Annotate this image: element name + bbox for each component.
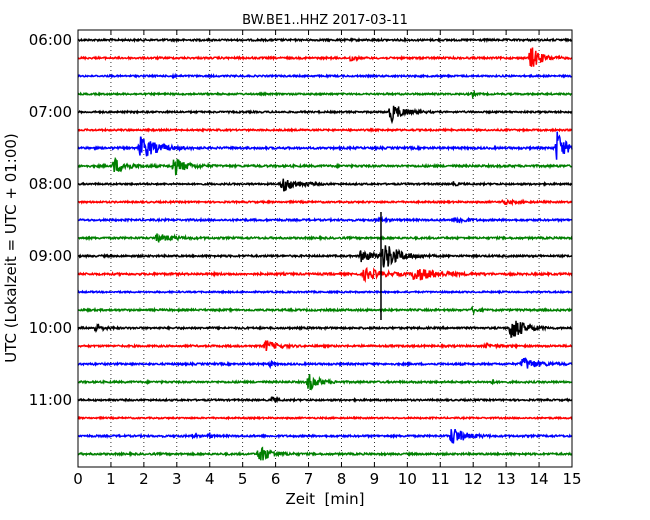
trace-0800 [77,178,573,192]
x-tick-label: 10 [398,470,417,488]
trace-0945 [78,305,573,316]
grid-lines [110,30,540,467]
trace-0815 [77,198,573,207]
x-tick-label: 6 [271,470,281,488]
y-tick-label: 06:00 [29,31,72,49]
trace-1130 [77,429,573,444]
x-tick-label: 0 [73,470,83,488]
x-tick-label: 7 [304,470,314,488]
x-tick-label: 13 [497,470,516,488]
trace-1030 [77,357,573,370]
trace-1000 [77,320,573,339]
x-tick-label: 4 [205,470,215,488]
trace-0930 [77,289,573,295]
y-tick-label: 08:00 [29,175,72,193]
traces-group [77,36,573,461]
plot-frame [77,29,573,468]
trace-1015 [77,340,573,352]
y-tick-label: 09:00 [29,247,72,265]
trace-0830 [77,215,573,225]
y-axis-label: UTC (Lokalzeit = UTC + 01:00) [2,133,20,363]
trace-0700 [77,105,573,125]
x-tick-label: 11 [431,470,450,488]
x-tick-label: 8 [337,470,347,488]
x-tick-label: 5 [238,470,248,488]
y-tick-label: 10:00 [29,319,72,337]
trace-0600 [77,36,573,44]
y-tick-label: 07:00 [29,103,72,121]
x-tick-label: 9 [370,470,380,488]
trace-0900 [77,245,573,268]
x-axis-ticks: 0 1 2 3 4 5 6 7 8 9 10 11 12 13 14 15 [73,30,582,488]
x-tick-label: 3 [172,470,182,488]
x-axis-label: Zeit [min] [285,490,364,508]
trace-1100 [77,396,573,404]
chart-title: BW.BE1..HHZ 2017-03-11 [242,13,408,28]
y-axis-ticks: 06:00 07:00 08:00 09:00 10:00 11:00 [29,31,83,409]
trace-1115 [77,415,573,421]
trace-0915 [77,266,573,284]
trace-1045 [77,373,573,391]
trace-0715 [77,127,573,134]
y-tick-label: 11:00 [29,391,72,409]
x-tick-label: 2 [139,470,149,488]
trace-0645 [77,89,573,100]
trace-0745 [77,156,573,176]
x-tick-label: 1 [106,470,116,488]
trace-0630 [77,72,573,80]
x-tick-label: 15 [562,470,581,488]
x-tick-label: 12 [464,470,483,488]
trace-0615 [77,47,573,67]
trace-1145 [77,446,573,461]
trace-0730 [77,131,573,160]
trace-0845 [77,233,573,243]
x-tick-label: 14 [530,470,549,488]
